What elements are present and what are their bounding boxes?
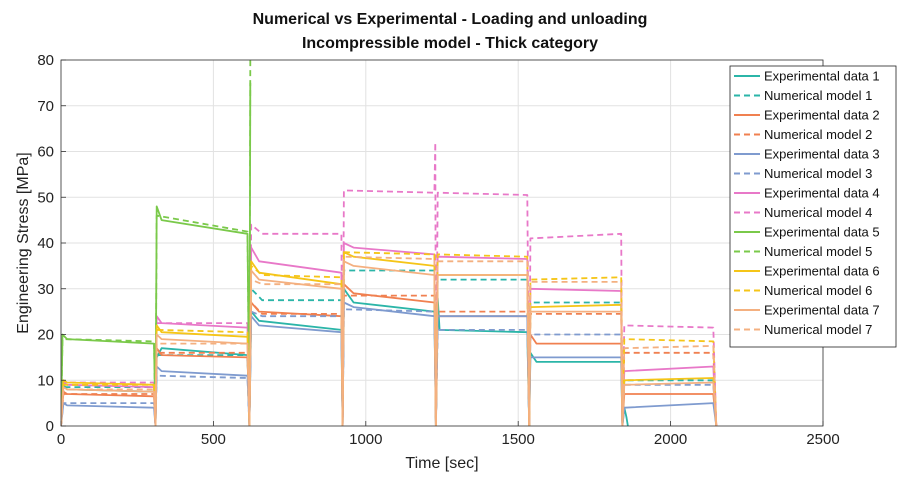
plot-area bbox=[61, 60, 718, 426]
legend: Experimental data 1 Numerical model 1 Expe… bbox=[729, 65, 897, 348]
x-tick-label: 2000 bbox=[654, 431, 687, 448]
chart-subtitle: Incompressible model - Thick category bbox=[302, 35, 598, 52]
legend-box bbox=[729, 65, 897, 348]
legend-item-label: Experimental data 5 bbox=[764, 225, 880, 240]
x-tick-label: 1000 bbox=[349, 431, 382, 448]
legend-item-label: Numerical model 2 bbox=[764, 127, 872, 142]
y-tick-label: 70 bbox=[37, 98, 54, 115]
x-tick-label: 2500 bbox=[806, 431, 839, 448]
legend-item-label: Numerical model 6 bbox=[764, 283, 872, 298]
chart-title: Numerical vs Experimental - Loading and … bbox=[253, 11, 648, 28]
y-tick-label: 40 bbox=[37, 235, 54, 252]
y-tick-label: 50 bbox=[37, 189, 54, 206]
x-axis-label: Time [sec] bbox=[405, 455, 478, 472]
legend-item-label: Experimental data 6 bbox=[764, 264, 880, 279]
legend-item-label: Experimental data 7 bbox=[764, 303, 880, 318]
y-tick-label: 80 bbox=[37, 52, 54, 69]
y-axis-label: Engineering Stress [MPa] bbox=[15, 152, 32, 333]
legend-item-label: Experimental data 4 bbox=[764, 186, 880, 201]
legend-item-label: Numerical model 7 bbox=[764, 322, 872, 337]
legend-item-label: Numerical model 3 bbox=[764, 166, 872, 181]
legend-item-label: Experimental data 1 bbox=[764, 69, 880, 84]
x-tick-label: 1500 bbox=[502, 431, 535, 448]
series-group bbox=[61, 60, 718, 426]
y-tick-label: 60 bbox=[37, 144, 54, 161]
y-tick-label: 20 bbox=[37, 327, 54, 344]
y-tick-label: 0 bbox=[46, 418, 54, 435]
y-tick-label: 10 bbox=[37, 372, 54, 389]
x-tick-label: 500 bbox=[201, 431, 226, 448]
legend-item-label: Numerical model 1 bbox=[764, 88, 872, 103]
axis-ticks: 0 500 1000 1500 2000 2500 0 10 20 30 40 50 60 70 80 bbox=[37, 52, 839, 448]
legend-item-label: Experimental data 3 bbox=[764, 147, 880, 162]
x-tick-label: 0 bbox=[57, 431, 65, 448]
y-tick-label: 30 bbox=[37, 281, 54, 298]
legend-item-label: Experimental data 2 bbox=[764, 108, 880, 123]
legend-item-label: Numerical model 5 bbox=[764, 244, 872, 259]
legend-item-label: Numerical model 4 bbox=[764, 205, 872, 220]
